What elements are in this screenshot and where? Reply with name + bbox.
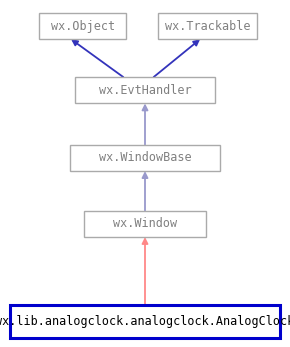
FancyBboxPatch shape (39, 13, 126, 39)
FancyBboxPatch shape (75, 77, 215, 103)
FancyBboxPatch shape (70, 145, 220, 171)
FancyBboxPatch shape (158, 13, 257, 39)
Text: wx.Object: wx.Object (50, 19, 115, 33)
FancyBboxPatch shape (84, 211, 206, 237)
Text: wx.Trackable: wx.Trackable (165, 19, 250, 33)
Text: wx.lib.analogclock.analogclock.AnalogClock: wx.lib.analogclock.analogclock.AnalogClo… (0, 315, 290, 328)
FancyBboxPatch shape (10, 305, 280, 338)
Text: wx.EvtHandler: wx.EvtHandler (99, 84, 191, 97)
Text: wx.WindowBase: wx.WindowBase (99, 151, 191, 164)
Text: wx.Window: wx.Window (113, 217, 177, 230)
